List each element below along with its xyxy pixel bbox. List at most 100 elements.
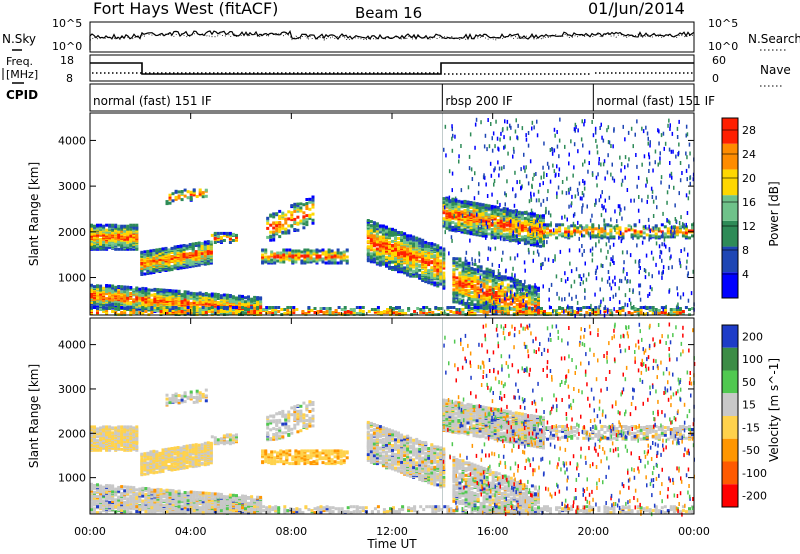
power-cell	[278, 225, 282, 228]
power-cell	[159, 288, 163, 292]
power-cell	[448, 202, 452, 206]
power-cell	[523, 235, 527, 238]
power-cell	[180, 307, 184, 310]
power-cell	[455, 265, 459, 269]
power-cell	[327, 248, 331, 252]
power-cell	[527, 312, 531, 315]
power-speckle	[662, 307, 664, 312]
power-cell	[442, 264, 446, 268]
power-cell	[120, 247, 124, 251]
power-cell	[313, 311, 317, 314]
power-cell	[455, 291, 459, 295]
power-cell	[609, 309, 613, 312]
power-cell	[120, 244, 124, 248]
power-cell	[93, 285, 96, 289]
power-cell	[345, 255, 349, 259]
power-cell	[524, 291, 528, 295]
power-cell	[479, 290, 483, 294]
power-cell	[138, 289, 142, 293]
power-cell	[303, 248, 307, 252]
power-speckle	[548, 287, 550, 292]
power-cell	[114, 302, 118, 306]
power-cell	[514, 225, 518, 229]
power-speckle	[498, 173, 500, 178]
power-cell	[517, 225, 521, 229]
power-cell	[466, 200, 470, 204]
power-cell	[308, 207, 312, 211]
power-cell	[308, 197, 312, 201]
power-cell	[475, 218, 479, 222]
power-cell	[579, 232, 583, 236]
power-cell	[472, 203, 476, 207]
power-cell	[458, 277, 462, 281]
power-cell	[530, 285, 534, 289]
power-cell	[400, 264, 404, 268]
power-cell	[303, 251, 307, 255]
power-speckle	[493, 300, 495, 305]
power-cell	[546, 231, 549, 235]
power-cell	[630, 233, 634, 237]
power-cell	[241, 311, 244, 314]
power-speckle	[556, 144, 559, 149]
power-cell	[228, 312, 232, 315]
power-cell	[114, 311, 118, 314]
power-cell	[167, 252, 171, 256]
power-cell	[117, 288, 121, 291]
power-cell	[398, 308, 401, 311]
power-speckle	[570, 203, 572, 208]
power-speckle	[582, 162, 584, 167]
power-cell	[473, 284, 477, 288]
power-cell	[457, 220, 461, 224]
power-cell	[424, 275, 428, 279]
power-cell	[511, 218, 515, 222]
power-cell	[120, 224, 124, 228]
power-cell	[93, 224, 96, 228]
power-cell	[478, 202, 482, 206]
power-cell	[129, 304, 133, 308]
power-cell	[488, 278, 492, 282]
power-cell	[618, 226, 622, 230]
power-cell	[191, 260, 195, 264]
power-cell	[185, 252, 189, 256]
power-cell	[503, 307, 507, 311]
power-cell	[473, 312, 477, 315]
power-cell	[442, 271, 446, 275]
power-cell	[400, 257, 404, 261]
power-cell	[413, 310, 417, 313]
power-cell	[478, 217, 482, 221]
power-cell	[421, 254, 425, 258]
power-cell	[339, 261, 343, 265]
power-cell	[517, 223, 521, 227]
power-cell	[448, 204, 452, 208]
power-cell	[140, 257, 144, 261]
power-cell	[219, 231, 223, 235]
power-cell	[627, 224, 631, 228]
power-cell	[521, 302, 525, 306]
power-cell	[213, 292, 217, 296]
power-cell	[191, 245, 195, 249]
power-cell	[369, 224, 373, 228]
power-cell	[585, 224, 589, 228]
power-cell	[600, 227, 604, 231]
power-cell	[433, 281, 437, 285]
power-cell	[302, 219, 306, 223]
power-cell	[198, 308, 202, 311]
power-cell	[203, 254, 207, 258]
power-cell	[509, 296, 513, 300]
power-cell	[213, 310, 217, 314]
power-cell	[666, 235, 670, 239]
power-cell	[497, 289, 501, 293]
power-cell	[397, 231, 400, 234]
power-cell	[472, 201, 476, 205]
power-cell	[452, 288, 456, 292]
power-cell	[523, 219, 527, 223]
power-cell	[458, 274, 462, 278]
power-cell	[470, 266, 474, 270]
power-cell	[355, 306, 359, 309]
power-cell	[203, 240, 207, 244]
power-cell	[111, 289, 115, 293]
power-cell	[409, 261, 413, 265]
power-cell	[117, 294, 121, 298]
power-cell	[366, 252, 370, 256]
power-cell	[455, 311, 459, 314]
